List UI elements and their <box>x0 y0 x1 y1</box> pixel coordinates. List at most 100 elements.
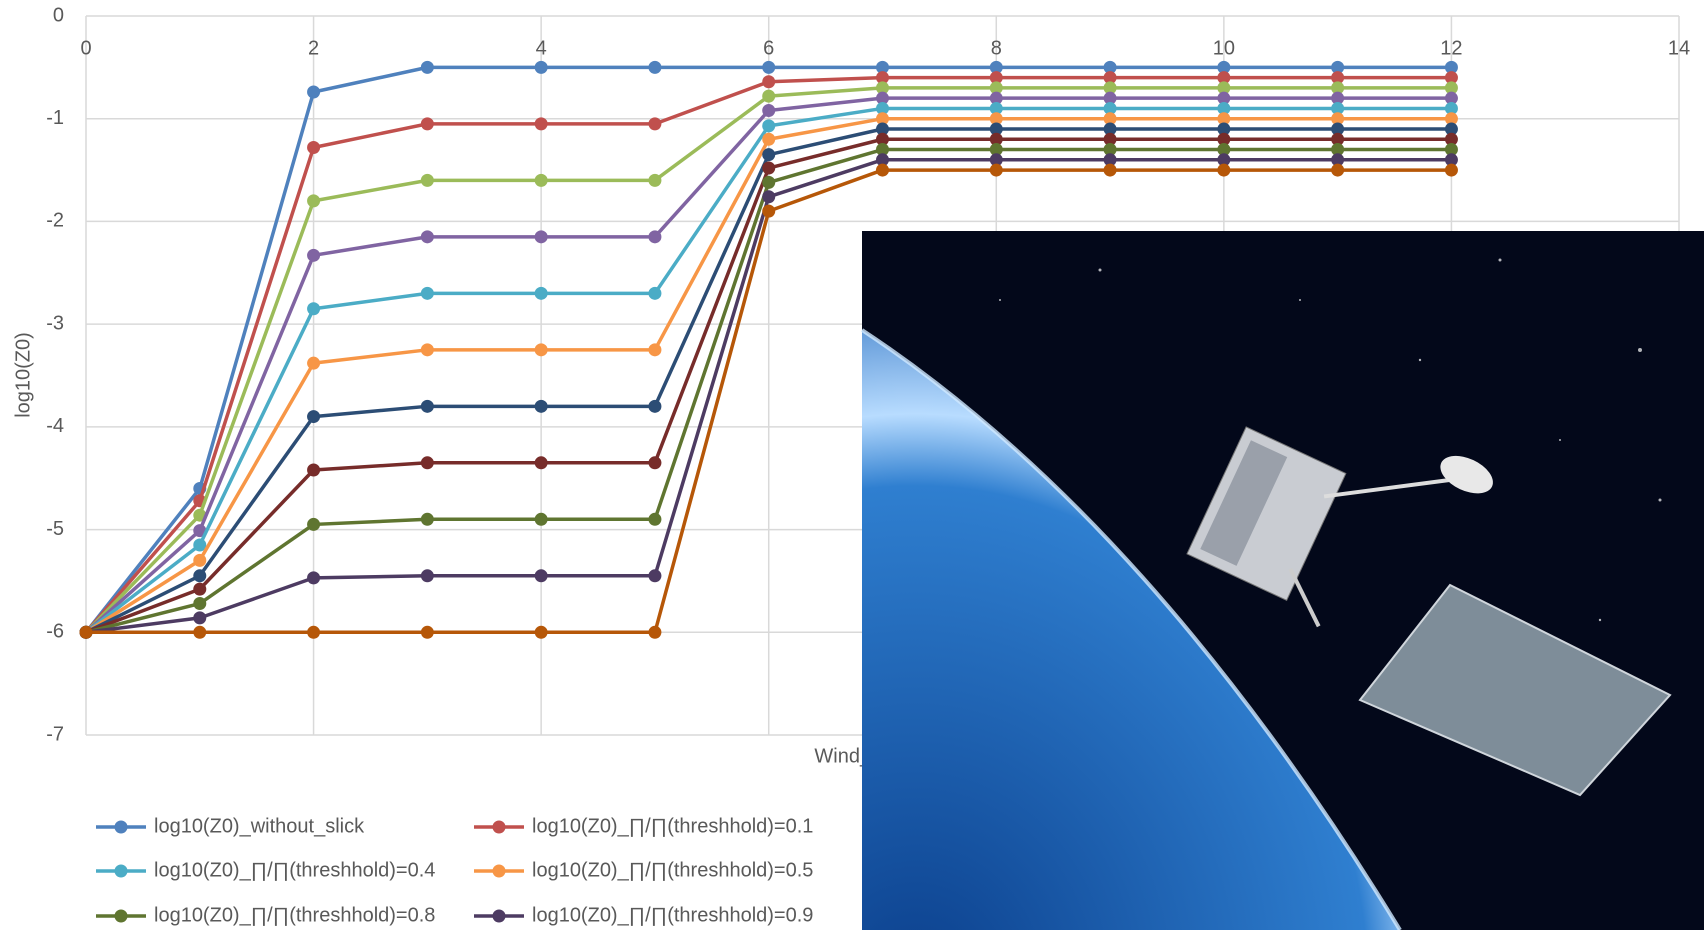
data-point <box>1103 122 1117 136</box>
data-point <box>1444 153 1458 167</box>
data-point <box>1444 122 1458 136</box>
x-tick-label: 0 <box>80 37 91 59</box>
y-tick-label: -1 <box>46 107 64 129</box>
legend-label: log10(Z0)_∏/∏(threshhold)=0.4 <box>154 859 435 881</box>
data-point <box>534 60 548 74</box>
data-point <box>534 117 548 131</box>
data-point <box>1217 60 1231 74</box>
data-point <box>989 153 1003 167</box>
data-point <box>1331 112 1345 126</box>
data-point <box>307 463 321 477</box>
data-point <box>1103 91 1117 105</box>
data-point <box>876 122 889 136</box>
data-point <box>989 112 1003 126</box>
legend-marker <box>114 909 128 923</box>
data-point <box>420 117 434 131</box>
data-point <box>1217 81 1231 95</box>
data-point <box>420 286 434 300</box>
y-tick-label: -5 <box>46 518 64 540</box>
data-point <box>876 112 889 126</box>
data-point <box>1444 101 1458 115</box>
data-point <box>648 230 662 244</box>
data-point <box>648 343 662 357</box>
data-point <box>79 625 93 639</box>
legend-label: log10(Z0)_∏/∏(threshhold)=0.9 <box>532 904 813 926</box>
data-point <box>307 302 321 316</box>
data-point <box>534 625 548 639</box>
data-point <box>193 553 207 567</box>
data-point <box>420 625 434 639</box>
data-point <box>989 143 1003 157</box>
data-point <box>420 456 434 470</box>
data-point <box>534 230 548 244</box>
data-point <box>1103 60 1117 74</box>
data-point <box>307 140 321 154</box>
legend-marker <box>492 864 506 878</box>
data-point <box>193 625 207 639</box>
data-point <box>420 230 434 244</box>
data-point <box>989 71 1003 85</box>
data-point <box>876 132 889 146</box>
data-point <box>989 81 1003 95</box>
data-point <box>1103 71 1117 85</box>
x-tick-label: 10 <box>1213 37 1235 59</box>
y-tick-label: -4 <box>46 415 64 437</box>
data-point <box>1444 91 1458 105</box>
data-point <box>762 204 776 218</box>
y-tick-label: -6 <box>46 621 64 643</box>
data-point <box>762 60 776 74</box>
data-point <box>534 512 548 526</box>
data-point <box>1444 81 1458 95</box>
data-point <box>762 75 776 89</box>
data-point <box>876 71 889 85</box>
data-point <box>420 399 434 413</box>
y-axis-title: log10(Z0) <box>12 332 34 418</box>
data-point <box>876 101 889 115</box>
data-point <box>648 456 662 470</box>
data-point <box>193 569 207 583</box>
data-point <box>989 163 1003 177</box>
data-point <box>1444 132 1458 146</box>
data-point <box>420 173 434 187</box>
legend: log10(Z0)_without_slick log10(Z0)_∏/∏(thr… <box>96 815 813 926</box>
data-point <box>1331 71 1345 85</box>
data-point <box>307 625 321 639</box>
data-point <box>1331 132 1345 146</box>
data-point <box>762 132 776 146</box>
data-point <box>1217 122 1231 136</box>
data-point <box>1331 91 1345 105</box>
data-point <box>648 399 662 413</box>
legend-marker <box>114 864 128 878</box>
data-point <box>1331 101 1345 115</box>
y-tick-label: -3 <box>46 312 64 334</box>
data-point <box>420 343 434 357</box>
data-point <box>989 132 1003 146</box>
data-point <box>762 161 776 175</box>
data-point <box>648 569 662 583</box>
data-point <box>876 91 889 105</box>
data-point <box>1103 112 1117 126</box>
data-point <box>648 60 662 74</box>
satellite-photo <box>860 231 1704 930</box>
legend-label: log10(Z0)_without_slick <box>154 815 365 837</box>
legend-label: log10(Z0)_∏/∏(threshhold)=0.1 <box>532 815 813 837</box>
data-point <box>762 89 776 103</box>
data-point <box>1217 91 1231 105</box>
data-point <box>648 286 662 300</box>
data-point <box>1444 60 1458 74</box>
data-point <box>193 538 207 552</box>
data-point <box>420 60 434 74</box>
data-point <box>193 611 207 625</box>
data-point <box>989 101 1003 115</box>
data-point <box>420 569 434 583</box>
data-point <box>1103 163 1117 177</box>
data-point <box>762 148 776 162</box>
data-point <box>193 597 207 611</box>
data-point <box>307 356 321 370</box>
data-point <box>989 60 1003 74</box>
data-point <box>1103 132 1117 146</box>
data-point <box>307 85 321 99</box>
data-point <box>989 91 1003 105</box>
data-point <box>193 582 207 596</box>
